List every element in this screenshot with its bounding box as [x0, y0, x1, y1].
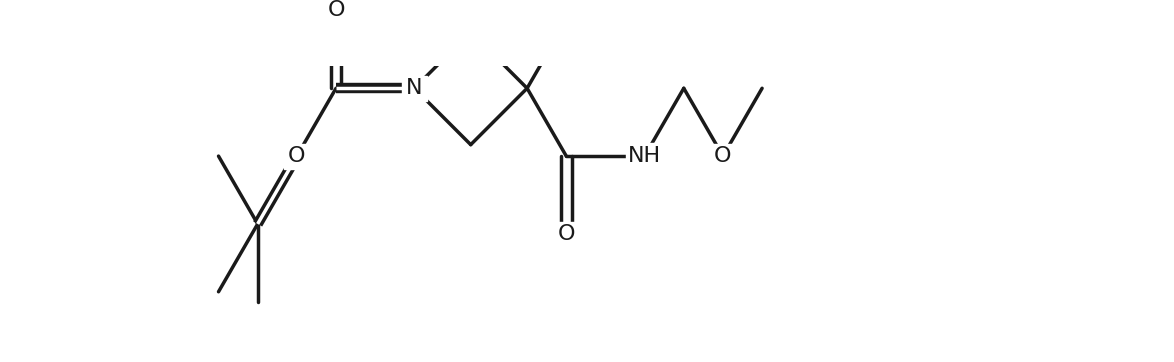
Bar — [402, 76, 427, 101]
Bar — [324, 0, 349, 22]
Bar — [626, 143, 663, 169]
Text: O: O — [288, 146, 305, 166]
Text: O: O — [558, 224, 575, 244]
Bar — [710, 144, 735, 169]
Bar — [554, 222, 579, 247]
Text: N: N — [406, 78, 423, 98]
Text: O: O — [328, 0, 345, 20]
Bar — [284, 144, 309, 169]
Text: NH: NH — [628, 146, 661, 166]
Text: O: O — [714, 146, 731, 166]
